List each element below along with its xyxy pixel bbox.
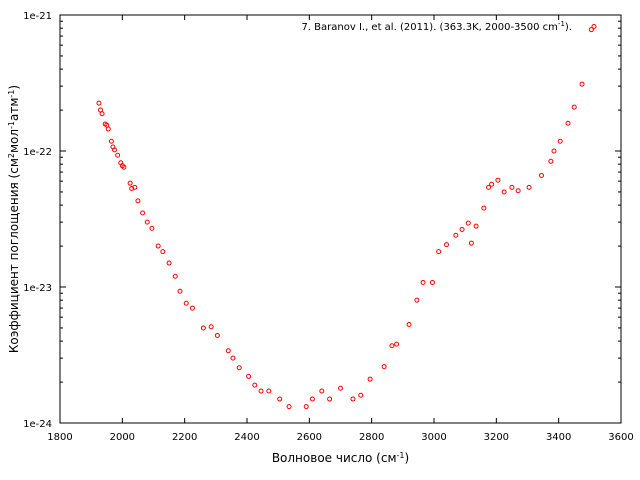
data-point xyxy=(258,388,264,394)
x-tick-label: 3400 xyxy=(546,432,571,443)
data-point xyxy=(367,376,373,382)
data-point xyxy=(246,373,252,379)
data-point xyxy=(501,189,507,195)
data-point xyxy=(327,396,333,402)
data-point xyxy=(319,388,325,394)
data-point xyxy=(389,343,395,349)
x-tick-label: 3200 xyxy=(484,432,509,443)
data-point xyxy=(236,365,242,371)
data-point xyxy=(526,184,532,190)
data-point xyxy=(99,111,105,117)
y-axis-title: Коэффициент поглощения (см2мол-1атм-1) xyxy=(7,85,22,353)
x-tick-label: 2200 xyxy=(172,432,197,443)
data-point xyxy=(406,321,412,327)
x-axis-title: Волновое число (см-1) xyxy=(272,451,409,466)
legend-marker xyxy=(591,24,597,29)
data-point xyxy=(571,104,577,110)
data-point xyxy=(149,225,155,231)
data-point xyxy=(96,100,102,106)
data-point xyxy=(108,138,114,144)
legend: 7. Baranov I., et al. (2011). (363.3K, 2… xyxy=(301,20,597,33)
data-point xyxy=(166,260,172,266)
data-point xyxy=(214,332,220,338)
data-point xyxy=(459,226,465,232)
x-axis: 1800 2000 2200 2400 2600 2800 3000 3200 3400 3600 xyxy=(47,15,634,443)
data-point xyxy=(557,138,563,144)
data-point xyxy=(144,219,150,225)
data-point xyxy=(436,249,442,255)
y-tick-label: 1e-22 xyxy=(23,147,52,158)
data-point xyxy=(381,364,387,370)
data-point xyxy=(172,273,178,279)
data-point xyxy=(551,148,557,154)
data-point xyxy=(115,152,121,158)
y-tick-label: 1e-21 xyxy=(23,11,52,22)
data-point xyxy=(132,184,138,190)
data-point xyxy=(495,177,501,183)
data-point xyxy=(112,147,118,153)
data-point xyxy=(121,164,127,170)
data-point xyxy=(200,325,206,331)
data-point xyxy=(286,404,292,410)
data-point xyxy=(548,158,554,164)
data-point xyxy=(338,385,343,391)
x-tick-label: 3000 xyxy=(421,432,446,443)
data-point xyxy=(208,324,214,330)
data-points xyxy=(96,27,594,410)
y-tick-label: 1e-23 xyxy=(23,283,52,294)
data-point xyxy=(309,396,315,402)
data-point xyxy=(303,404,309,410)
data-point xyxy=(468,240,474,246)
data-point xyxy=(486,184,492,190)
plot-frame xyxy=(59,14,622,424)
data-point xyxy=(266,388,272,394)
data-point xyxy=(443,242,449,248)
data-point xyxy=(420,279,426,285)
data-point xyxy=(177,288,183,294)
x-tick-label: 3600 xyxy=(608,432,633,443)
data-point xyxy=(252,382,258,388)
x-tick-label: 2800 xyxy=(359,432,384,443)
legend-label: 7. Baranov I., et al. (2011). (363.3K, 2… xyxy=(301,20,572,33)
data-point xyxy=(277,396,283,402)
data-point xyxy=(183,300,189,306)
data-point xyxy=(515,188,521,194)
x-tick-label: 2600 xyxy=(297,432,322,443)
x-tick-label: 2400 xyxy=(234,432,259,443)
y-axis: 1e-24 1e-23 1e-22 1e-21 xyxy=(23,11,621,430)
data-point xyxy=(127,180,133,186)
data-point xyxy=(350,396,356,402)
x-tick-label: 1800 xyxy=(47,432,72,443)
y-tick-label: 1e-24 xyxy=(23,419,52,430)
data-point xyxy=(160,249,166,255)
data-point xyxy=(473,223,479,229)
data-point xyxy=(105,126,111,132)
data-point xyxy=(429,279,435,285)
data-point xyxy=(481,205,487,211)
data-point xyxy=(465,220,471,226)
data-point xyxy=(358,392,364,398)
data-point xyxy=(189,305,195,311)
data-point xyxy=(565,120,571,126)
data-point xyxy=(414,297,420,303)
data-point xyxy=(588,27,594,33)
data-point xyxy=(129,185,135,191)
data-point xyxy=(140,210,146,216)
data-point xyxy=(155,243,161,249)
data-point xyxy=(135,198,141,204)
data-point xyxy=(394,341,400,347)
data-point xyxy=(579,81,585,87)
data-point xyxy=(230,355,236,361)
data-point xyxy=(509,184,515,190)
x-tick-label: 2000 xyxy=(110,432,135,443)
data-point xyxy=(489,181,495,187)
data-point xyxy=(225,348,231,354)
data-point xyxy=(453,232,459,238)
data-point xyxy=(539,173,545,179)
